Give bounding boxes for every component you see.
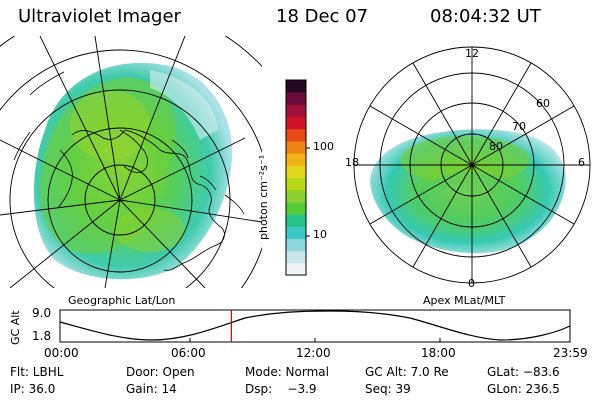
orbit-time-tick: 00:00 [44, 346, 79, 360]
door-readout: Door: Open [126, 365, 195, 379]
mlt-label-right: 6 [578, 156, 585, 169]
colorbar-segment [286, 262, 306, 276]
time-label: 08:04:32 UT [430, 6, 541, 27]
colorbar-segment [286, 250, 306, 264]
colorbar-segment [286, 104, 306, 118]
colorbar-unit-label: photon cm⁻²s⁻¹ [257, 154, 270, 240]
mlt-label-left: 18 [345, 156, 359, 169]
orbit-time-tick: 06:00 [171, 346, 206, 360]
colorbar-border [285, 79, 307, 276]
mlat-label-70: 70 [512, 120, 526, 133]
colorbar-segment [286, 153, 306, 166]
ip-readout: IP: 36.0 [10, 382, 56, 396]
colorbar-segment [286, 238, 306, 252]
left-geographic-grid [0, 36, 262, 288]
orbit-time-tick: 23:59 [553, 346, 588, 360]
colorbar-segment [286, 214, 306, 227]
colorbar-segment [286, 189, 306, 203]
colorbar-segment [286, 92, 306, 105]
glon-readout: GLon: 236.5 [487, 382, 560, 396]
orbit-y-bottom: 1.8 [32, 329, 52, 343]
mlt-label-top: 12 [465, 47, 479, 60]
colorbar-segment [286, 165, 306, 178]
colorbar-tick-100: 100 [313, 140, 334, 153]
left-coastlines [13, 71, 245, 271]
date-label: 18 Dec 07 [276, 6, 369, 27]
left-map-caption: Geographic Lat/Lon [68, 294, 176, 307]
colorbar-segment [286, 116, 306, 130]
orbit-altitude-curve [59, 310, 571, 341]
colorbar-segment [286, 140, 306, 154]
dsp-readout: Dsp: −3.9 [245, 382, 317, 396]
orbit-y-top: 9.0 [32, 306, 52, 320]
colorbar [285, 79, 310, 276]
mlat-label-60: 60 [536, 97, 550, 110]
colorbar-segment [286, 177, 306, 191]
instrument-title: Ultraviolet Imager [18, 6, 181, 27]
gc-alt-readout: GC Alt: 7.0 Re [365, 365, 449, 379]
right-aurora-image [370, 129, 566, 254]
right-apex-grid [353, 46, 591, 284]
colorbar-segment [286, 201, 306, 215]
orbit-altitude-plot [59, 309, 571, 343]
filter-readout: Flt: LBHL [10, 365, 64, 379]
colorbar-segment [286, 80, 306, 93]
orbit-time-tick: 18:00 [421, 346, 456, 360]
mode-readout: Mode: Normal [245, 365, 329, 379]
gain-readout: Gain: 14 [126, 382, 177, 396]
seq-readout: Seq: 39 [365, 382, 411, 396]
left-aurora-image [33, 62, 233, 280]
orbit-time-tick: 12:00 [296, 346, 331, 360]
mlat-label-80: 80 [489, 140, 503, 153]
colorbar-tick-10: 10 [313, 228, 327, 241]
orbit-axis-label: GC Alt [9, 310, 22, 345]
colorbar-segment [286, 128, 306, 142]
colorbar-segment [286, 226, 306, 239]
right-map-caption: Apex MLat/MLT [423, 294, 506, 307]
mlt-label-bottom: 0 [468, 277, 475, 290]
glat-readout: GLat: −83.6 [487, 365, 560, 379]
